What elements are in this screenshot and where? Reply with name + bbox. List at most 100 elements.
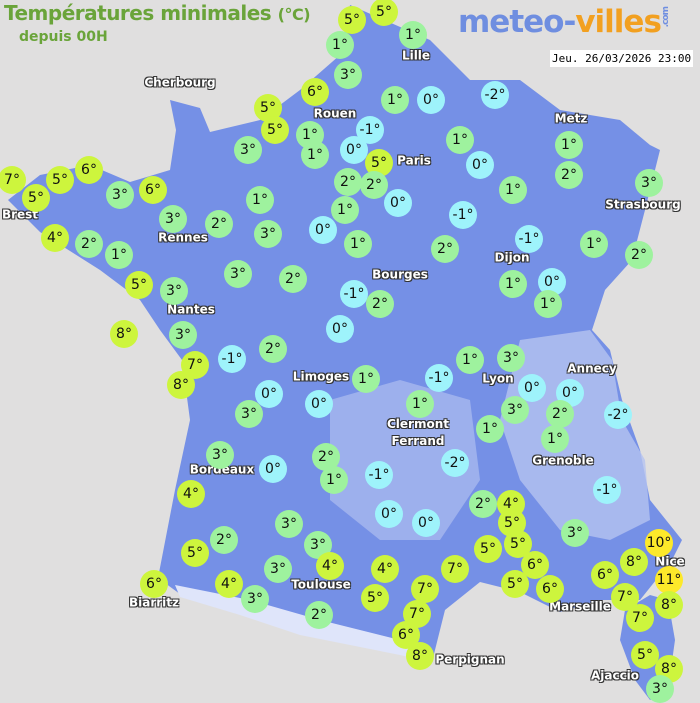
temperature-marker[interactable]: 8° [655,591,683,619]
temperature-marker[interactable]: -1° [340,280,368,308]
temperature-marker[interactable]: 6° [140,570,168,598]
temperature-marker[interactable]: 2° [334,168,362,196]
temperature-marker[interactable]: -1° [365,461,393,489]
temperature-marker[interactable]: 7° [411,575,439,603]
temperature-marker[interactable]: 3° [169,321,197,349]
temperature-marker[interactable]: 5° [501,570,529,598]
temperature-marker[interactable]: 2° [555,161,583,189]
temperature-marker[interactable]: 8° [406,642,434,670]
temperature-marker[interactable]: 1° [399,21,427,49]
temperature-marker[interactable]: -1° [218,345,246,373]
temperature-marker[interactable]: 0° [255,380,283,408]
temperature-marker[interactable]: 1° [320,466,348,494]
temperature-marker[interactable]: 0° [326,315,354,343]
temperature-marker[interactable]: 5° [181,539,209,567]
temperature-marker[interactable]: 11° [655,566,683,594]
temperature-marker[interactable]: 3° [106,181,134,209]
temperature-marker[interactable]: 2° [546,400,574,428]
temperature-marker[interactable]: 0° [309,216,337,244]
temperature-marker[interactable]: 0° [384,189,412,217]
temperature-marker[interactable]: 3° [304,531,332,559]
meteo-villes-logo[interactable]: meteo-villes.com [458,4,671,40]
temperature-marker[interactable]: 1° [246,186,274,214]
temperature-marker[interactable]: 3° [501,396,529,424]
temperature-marker[interactable]: 1° [105,241,133,269]
temperature-marker[interactable]: 4° [371,555,399,583]
temperature-marker[interactable]: 4° [316,552,344,580]
temperature-marker[interactable]: 3° [234,136,262,164]
temperature-marker[interactable]: 3° [635,169,663,197]
temperature-marker[interactable]: 6° [536,575,564,603]
temperature-marker[interactable]: 8° [620,548,648,576]
temperature-marker[interactable]: 0° [305,390,333,418]
temperature-marker[interactable]: 0° [412,509,440,537]
temperature-marker[interactable]: 3° [497,344,525,372]
temperature-marker[interactable]: 5° [474,535,502,563]
temperature-marker[interactable]: 1° [476,415,504,443]
temperature-marker[interactable]: -1° [425,364,453,392]
temperature-marker[interactable]: 6° [75,156,103,184]
temperature-marker[interactable]: 3° [254,220,282,248]
temperature-marker[interactable]: 1° [301,141,329,169]
temperature-marker[interactable]: 0° [417,86,445,114]
temperature-marker[interactable]: 5° [125,271,153,299]
temperature-marker[interactable]: 1° [352,365,380,393]
temperature-marker[interactable]: 4° [215,570,243,598]
temperature-marker[interactable]: 3° [264,555,292,583]
temperature-marker[interactable]: 7° [0,166,26,194]
temperature-marker[interactable]: 5° [361,584,389,612]
temperature-marker[interactable]: 1° [331,196,359,224]
temperature-marker[interactable]: -1° [593,476,621,504]
temperature-marker[interactable]: 6° [392,621,420,649]
temperature-marker[interactable]: 3° [160,277,188,305]
temperature-marker[interactable]: 5° [370,0,398,26]
temperature-marker[interactable]: 3° [275,510,303,538]
temperature-marker[interactable]: 2° [259,335,287,363]
temperature-marker[interactable]: 6° [139,176,167,204]
temperature-marker[interactable]: 6° [301,78,329,106]
temperature-marker[interactable]: 0° [375,500,403,528]
temperature-marker[interactable]: 1° [326,31,354,59]
temperature-marker[interactable]: 2° [366,290,394,318]
temperature-marker[interactable]: 2° [75,230,103,258]
temperature-marker[interactable]: 3° [646,675,674,703]
temperature-marker[interactable]: 5° [631,641,659,669]
temperature-marker[interactable]: 2° [279,265,307,293]
temperature-marker[interactable]: -2° [481,81,509,109]
temperature-marker[interactable]: 5° [22,184,50,212]
temperature-marker[interactable]: 0° [340,136,368,164]
temperature-marker[interactable]: 7° [626,604,654,632]
temperature-marker[interactable]: 3° [241,585,269,613]
temperature-marker[interactable]: 2° [312,443,340,471]
temperature-marker[interactable]: 0° [466,151,494,179]
temperature-marker[interactable]: 0° [259,455,287,483]
temperature-marker[interactable]: 1° [499,270,527,298]
temperature-marker[interactable]: 2° [210,526,238,554]
temperature-marker[interactable]: 3° [206,441,234,469]
temperature-marker[interactable]: 1° [344,230,372,258]
temperature-marker[interactable]: 2° [360,171,388,199]
temperature-marker[interactable]: 1° [580,230,608,258]
temperature-marker[interactable]: 3° [561,519,589,547]
temperature-marker[interactable]: 4° [41,224,69,252]
temperature-marker[interactable]: 1° [499,176,527,204]
temperature-marker[interactable]: -1° [515,225,543,253]
temperature-marker[interactable]: -2° [604,401,632,429]
temperature-marker[interactable]: 1° [541,425,569,453]
temperature-marker[interactable]: 1° [446,126,474,154]
temperature-marker[interactable]: -1° [449,201,477,229]
temperature-marker[interactable]: 8° [110,320,138,348]
temperature-marker[interactable]: 5° [46,166,74,194]
temperature-marker[interactable]: 2° [625,241,653,269]
temperature-marker[interactable]: 1° [381,86,409,114]
temperature-marker[interactable]: 3° [159,205,187,233]
temperature-marker[interactable]: 2° [305,601,333,629]
temperature-marker[interactable]: 2° [469,490,497,518]
temperature-marker[interactable]: 3° [224,260,252,288]
temperature-marker[interactable]: 6° [591,561,619,589]
temperature-marker[interactable]: 1° [406,390,434,418]
temperature-marker[interactable]: 2° [205,210,233,238]
temperature-marker[interactable]: 7° [611,583,639,611]
temperature-marker[interactable]: 5° [261,116,289,144]
temperature-marker[interactable]: 1° [456,346,484,374]
